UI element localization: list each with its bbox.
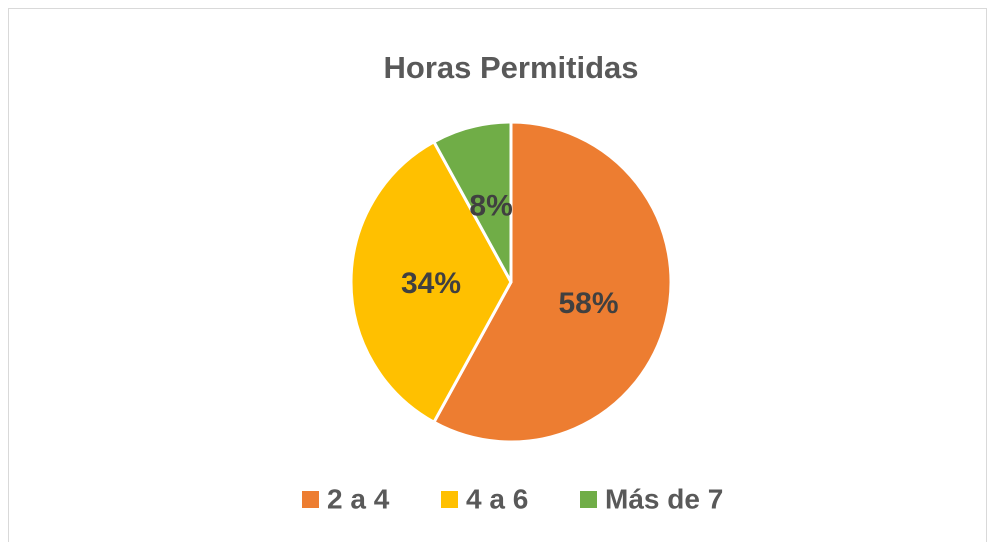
data-label: 8%: [469, 189, 512, 222]
legend-swatch: [441, 491, 458, 508]
legend-swatch: [302, 491, 319, 508]
legend-label: Más de 7: [605, 483, 723, 514]
pie-slice: [431, 120, 673, 444]
data-label: 58%: [558, 287, 618, 320]
data-label: 34%: [401, 267, 461, 300]
legend-swatch: [580, 491, 597, 508]
legend-label: 4 a 6: [466, 483, 528, 514]
chart-title: Horas Permitidas: [384, 50, 639, 85]
legend-label: 2 a 4: [327, 483, 390, 514]
pie-slice: [431, 120, 513, 283]
